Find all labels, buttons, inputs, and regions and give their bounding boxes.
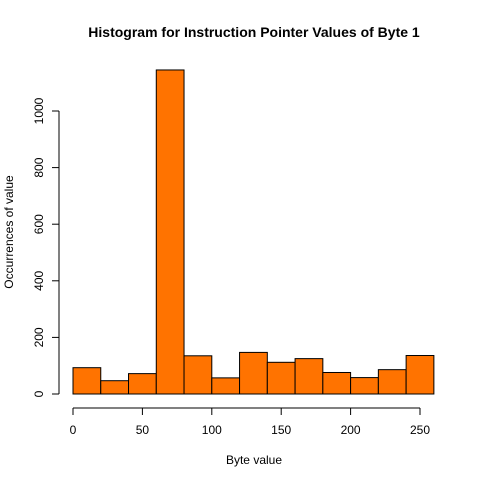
y-axis: 0 200 400 600 800 1000 [32,97,60,397]
x-axis: 0 50 100 150 200 250 [70,407,430,437]
x-tick-label: 250 [410,423,430,437]
y-axis-label: Occurrences of value [2,175,16,289]
histogram-bar [377,369,407,395]
histogram-bar [100,380,130,395]
y-tick-label: 600 [32,214,46,234]
histogram-bar [211,377,241,395]
y-tick-label: 800 [32,157,46,177]
y-tick-label: 1000 [32,97,46,124]
histogram-bar [239,351,268,395]
y-tick-label: 200 [32,327,46,347]
y-tick-label: 400 [32,270,46,290]
x-tick-label: 0 [70,423,77,437]
x-tick-label: 200 [341,423,361,437]
chart-title: Histogram for Instruction Pointer Values… [88,24,420,40]
y-tick-label: 0 [32,390,46,397]
histogram-bar [350,377,379,395]
histogram-bar [405,355,435,395]
histogram-bar [128,373,157,395]
histogram-bar [322,371,352,395]
x-tick-label: 150 [271,423,291,437]
x-tick-label: 50 [136,423,150,437]
histogram-bar [294,358,324,395]
x-tick-label: 100 [202,423,222,437]
histogram-bar [183,355,213,395]
bars-group [72,69,435,395]
histogram-bar [155,69,185,395]
histogram-bar [266,361,296,395]
x-axis-label: Byte value [226,453,282,467]
histogram-bar [72,367,102,395]
